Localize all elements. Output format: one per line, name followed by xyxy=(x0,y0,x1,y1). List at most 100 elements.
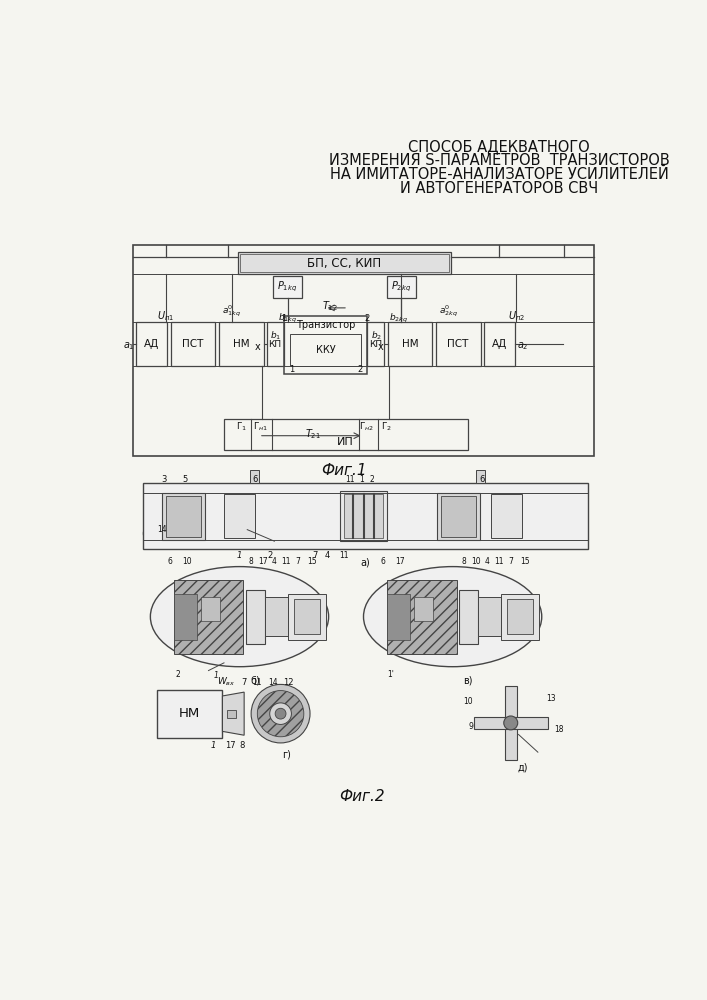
Text: И АВТОГЕНЕРАТОРОВ СВЧ: И АВТОГЕНЕРАТОРОВ СВЧ xyxy=(400,181,598,196)
Text: 14: 14 xyxy=(268,678,278,687)
Polygon shape xyxy=(166,496,201,537)
Text: 6: 6 xyxy=(252,475,257,484)
Ellipse shape xyxy=(151,567,329,667)
Text: АД: АД xyxy=(144,339,160,349)
Text: 10: 10 xyxy=(463,697,473,706)
Text: 6: 6 xyxy=(380,557,385,566)
Text: 4: 4 xyxy=(485,557,490,566)
Text: $W_{вх}$: $W_{вх}$ xyxy=(217,676,235,688)
Text: 11: 11 xyxy=(346,475,355,484)
Text: 15: 15 xyxy=(520,557,530,566)
Text: 3: 3 xyxy=(162,475,167,484)
Polygon shape xyxy=(505,686,517,760)
Text: $\Gamma_1$: $\Gamma_1$ xyxy=(235,420,246,433)
Text: 1: 1 xyxy=(288,365,294,374)
Text: 18: 18 xyxy=(554,725,563,734)
Polygon shape xyxy=(174,580,243,654)
Text: 1': 1' xyxy=(387,670,394,679)
Polygon shape xyxy=(288,594,325,640)
Text: б): б) xyxy=(250,676,260,686)
Text: 10: 10 xyxy=(182,557,192,566)
Text: 4: 4 xyxy=(325,551,329,560)
Text: НА ИМИТАТОРЕ-АНАЛИЗАТОРЕ УСИЛИТЕЛЕЙ: НА ИМИТАТОРЕ-АНАЛИЗАТОРЕ УСИЛИТЕЛЕЙ xyxy=(329,167,669,182)
Text: $b_{2kq}$: $b_{2kq}$ xyxy=(389,312,408,325)
Circle shape xyxy=(257,691,304,737)
Text: 6: 6 xyxy=(168,557,173,566)
Text: 2: 2 xyxy=(268,551,273,560)
Circle shape xyxy=(504,716,518,730)
Text: 8: 8 xyxy=(239,741,245,750)
Text: 1: 1 xyxy=(358,475,363,484)
Text: 17: 17 xyxy=(258,557,267,566)
Text: $a^0_{2kq}$: $a^0_{2kq}$ xyxy=(439,303,458,319)
Text: КП: КП xyxy=(269,340,281,349)
Polygon shape xyxy=(507,599,533,634)
Text: г): г) xyxy=(282,749,291,759)
Text: 7: 7 xyxy=(312,551,317,560)
Text: $b_{1kq}$: $b_{1kq}$ xyxy=(278,312,297,325)
Text: НМ: НМ xyxy=(179,707,200,720)
Polygon shape xyxy=(414,597,433,620)
Polygon shape xyxy=(223,692,244,735)
Polygon shape xyxy=(201,597,220,620)
Polygon shape xyxy=(246,590,265,644)
Text: 2: 2 xyxy=(358,365,363,374)
Text: 5: 5 xyxy=(182,475,188,484)
Text: $P_{2kq}$: $P_{2kq}$ xyxy=(392,280,411,294)
Text: 7: 7 xyxy=(508,557,513,566)
Text: 2: 2 xyxy=(370,475,375,484)
Text: $a^0_{1kq}$: $a^0_{1kq}$ xyxy=(222,303,241,319)
Polygon shape xyxy=(387,276,416,298)
Text: КП: КП xyxy=(369,340,382,349)
Text: 2: 2 xyxy=(365,314,370,323)
Text: $\Gamma_2$: $\Gamma_2$ xyxy=(382,420,392,433)
Text: 14: 14 xyxy=(157,525,167,534)
Polygon shape xyxy=(143,483,588,549)
Text: 7: 7 xyxy=(296,557,300,566)
Text: 13: 13 xyxy=(547,694,556,703)
Polygon shape xyxy=(478,597,501,636)
Text: 2: 2 xyxy=(175,670,180,679)
Text: 4: 4 xyxy=(272,557,277,566)
Text: $\Gamma_{н1}$: $\Gamma_{н1}$ xyxy=(253,420,268,433)
Text: $P_{1kq}$: $P_{1kq}$ xyxy=(277,280,298,294)
Text: ИЗМЕРЕНИЯ S-ПАРАМЕТРОВ  ТРАНЗИСТОРОВ: ИЗМЕРЕНИЯ S-ПАРАМЕТРОВ ТРАНЗИСТОРОВ xyxy=(329,153,670,168)
Text: x: x xyxy=(255,342,260,352)
Circle shape xyxy=(251,684,310,743)
Text: 11: 11 xyxy=(252,678,262,687)
Text: СПОСОБ АДЕКВАТНОГО: СПОСОБ АДЕКВАТНОГО xyxy=(408,139,590,154)
Polygon shape xyxy=(459,590,478,644)
Text: 10: 10 xyxy=(471,557,481,566)
Text: а): а) xyxy=(361,558,370,568)
Text: 17: 17 xyxy=(225,741,235,750)
Text: x: x xyxy=(378,342,383,352)
Circle shape xyxy=(275,708,286,719)
Polygon shape xyxy=(265,597,288,636)
Text: 11: 11 xyxy=(281,557,291,566)
Text: 17: 17 xyxy=(395,557,404,566)
Text: в): в) xyxy=(463,676,473,686)
Text: 11: 11 xyxy=(339,551,349,560)
Polygon shape xyxy=(162,493,204,540)
Polygon shape xyxy=(238,252,451,274)
Polygon shape xyxy=(227,710,236,718)
Text: $T_{21}$: $T_{21}$ xyxy=(305,427,321,441)
Polygon shape xyxy=(501,594,539,640)
Polygon shape xyxy=(174,594,197,640)
Polygon shape xyxy=(437,493,480,540)
Text: $b_2$: $b_2$ xyxy=(371,329,382,342)
Polygon shape xyxy=(387,594,410,640)
Ellipse shape xyxy=(363,567,542,667)
Text: 1: 1 xyxy=(237,551,243,560)
Text: 1: 1 xyxy=(281,314,286,323)
Text: $\Gamma_{н2}$: $\Gamma_{н2}$ xyxy=(358,420,373,433)
Polygon shape xyxy=(476,470,485,483)
Text: 15: 15 xyxy=(307,557,317,566)
Text: 9: 9 xyxy=(468,722,473,731)
Text: НМ: НМ xyxy=(402,339,419,349)
Polygon shape xyxy=(344,494,383,538)
Text: 11: 11 xyxy=(494,557,504,566)
Text: ПСТ: ПСТ xyxy=(448,339,469,349)
Text: 7: 7 xyxy=(242,678,247,687)
Text: 1: 1 xyxy=(214,671,218,680)
